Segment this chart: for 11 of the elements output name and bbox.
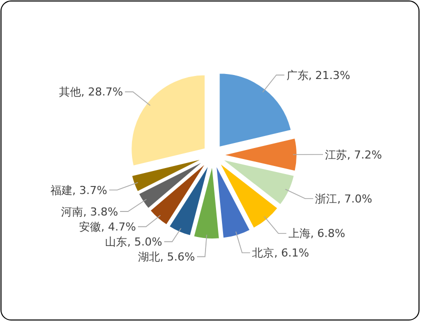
slice-label: 安徽, 4.7% [79,220,136,234]
slice-label: 广东, 21.3% [286,68,350,82]
slice-label: 山东, 5.0% [105,236,162,249]
slice-label: 河南, 3.8% [61,205,118,218]
slice-label: 上海, 6.8% [288,227,346,240]
slice-label: 北京, 6.1% [252,246,310,260]
slice-label: 湖北, 5.6% [138,250,195,264]
slice-label: 其他, 28.7% [59,86,123,99]
slice-label: 福建, 3.7% [50,184,108,197]
slice-label: 江苏, 7.2% [325,148,382,162]
slice-label: 浙江, 7.0% [315,192,372,206]
